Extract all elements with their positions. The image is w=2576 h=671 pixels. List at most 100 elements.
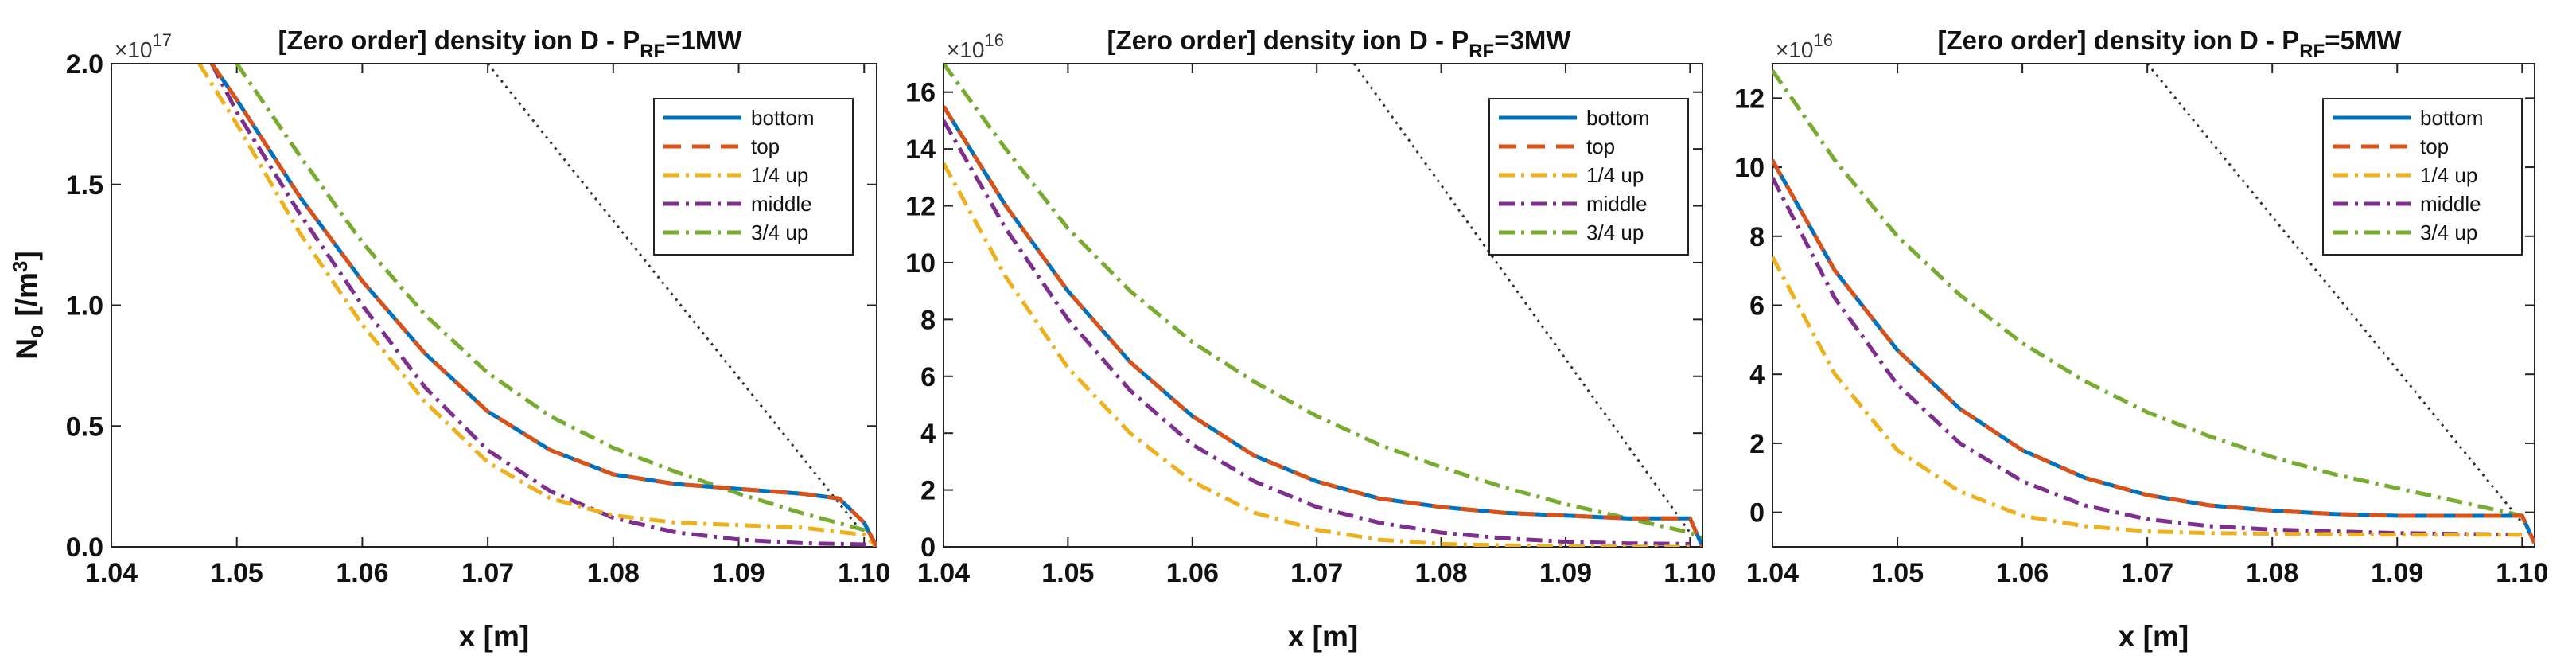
series-line-top xyxy=(944,105,1702,547)
x-tick-label: 1.10 xyxy=(2496,558,2548,588)
y-tick-label: 2 xyxy=(1749,429,1765,459)
legend: bottom top 1/4 up middle 3/4 up xyxy=(1488,98,1689,256)
y-tick-label: 0.0 xyxy=(66,533,103,563)
chart-panel-1: [Zero order] density ion D - PRF=1MW×101… xyxy=(8,25,890,653)
x-tick-label: 1.09 xyxy=(2371,558,2423,588)
y-label-close: ] xyxy=(10,251,43,260)
y-tick-label: 4 xyxy=(1749,360,1765,390)
x-tick-label: 1.04 xyxy=(85,558,138,588)
y-tick-label: 6 xyxy=(920,362,936,392)
y-tick-label: 10 xyxy=(905,248,936,279)
y-exponent-power: 16 xyxy=(1814,30,1833,50)
x-axis-label: x [m] xyxy=(2119,620,2189,653)
title-subscript: RF xyxy=(640,41,665,62)
y-tick-label: 8 xyxy=(1749,222,1765,252)
series-line-middle xyxy=(1772,176,2523,537)
y-axis-label: No [/m3] xyxy=(8,251,48,359)
title-suffix: =3MW xyxy=(1494,25,1571,55)
chart-panel-3: [Zero order] density ion D - PRF=5MW×101… xyxy=(1734,25,2548,653)
x-tick-label: 1.09 xyxy=(1539,558,1592,588)
x-tick-label: 1.08 xyxy=(587,558,640,588)
legend-label: top xyxy=(1586,135,1615,158)
title-prefix: [Zero order] density ion D - P xyxy=(1938,25,2300,55)
y-exponent-power: 17 xyxy=(153,30,172,50)
reference-line xyxy=(1352,64,1691,534)
y-tick-label: 14 xyxy=(905,135,936,165)
y-label-sub: o xyxy=(23,325,48,338)
title-suffix: =1MW xyxy=(665,25,742,55)
y-exponent: ×1016 xyxy=(1776,30,1833,62)
x-tick-label: 1.08 xyxy=(2246,558,2298,588)
legend-label: middle xyxy=(2420,192,2481,216)
legend-label: top xyxy=(751,135,780,158)
title-prefix: [Zero order] density ion D - P xyxy=(278,25,640,55)
y-exponent-base: ×10 xyxy=(1776,37,1814,62)
y-exponent: ×1016 xyxy=(947,30,1004,62)
series-line-3-4-up xyxy=(235,64,877,544)
y-tick-label: 6 xyxy=(1749,291,1765,322)
x-tick-label: 1.08 xyxy=(1414,558,1467,588)
chart-title: [Zero order] density ion D - PRF=1MW xyxy=(278,25,743,62)
x-tick-label: 1.10 xyxy=(1664,558,1716,588)
legend-label: bottom xyxy=(2420,106,2484,130)
x-tick-label: 1.06 xyxy=(1166,558,1219,588)
series-line-1-4-up xyxy=(1772,256,2523,537)
y-exponent-base: ×10 xyxy=(947,37,985,62)
legend-label: 1/4 up xyxy=(1586,163,1644,187)
plot-lines xyxy=(197,64,877,547)
y-tick-label: 0 xyxy=(1749,498,1765,529)
y-tick-label: 12 xyxy=(905,192,936,222)
title-prefix: [Zero order] density ion D - P xyxy=(1107,25,1469,55)
legend-label: top xyxy=(2420,135,2449,158)
chart-title: [Zero order] density ion D - PRF=3MW xyxy=(1107,25,1572,62)
legend-label: middle xyxy=(1586,192,1648,216)
y-exponent: ×1017 xyxy=(115,30,172,62)
y-tick-label: 1.5 xyxy=(66,170,103,201)
y-exponent-base: ×10 xyxy=(115,37,153,62)
x-axis-label: x [m] xyxy=(459,620,529,653)
x-tick-label: 1.05 xyxy=(1041,558,1094,588)
x-tick-label: 1.05 xyxy=(1871,558,1924,588)
y-tick-label: 16 xyxy=(905,78,936,108)
series-line-1-4-up xyxy=(197,64,877,547)
legend-label: middle xyxy=(751,192,812,216)
legend-label: bottom xyxy=(751,106,815,130)
x-tick-label: 1.05 xyxy=(211,558,263,588)
x-tick-label: 1.06 xyxy=(1996,558,2049,588)
title-suffix: =5MW xyxy=(2325,25,2402,55)
x-axis-label: x [m] xyxy=(1288,620,1358,653)
y-label-suffix: [/m xyxy=(10,272,43,325)
y-tick-label: 2.0 xyxy=(66,49,103,80)
series-line-top xyxy=(1772,159,2535,544)
legend-label: 3/4 up xyxy=(2420,220,2477,244)
y-tick-label: 2 xyxy=(920,476,936,506)
x-tick-label: 1.07 xyxy=(2121,558,2173,588)
y-label-sup: 3 xyxy=(8,261,32,272)
x-tick-label: 1.04 xyxy=(1746,558,1799,588)
title-subscript: RF xyxy=(2299,41,2325,62)
y-tick-label: 0.5 xyxy=(66,412,103,442)
series-line-1-4-up xyxy=(944,162,1691,547)
plot-lines xyxy=(944,64,1702,547)
legend-label: 1/4 up xyxy=(751,163,808,187)
y-tick-label: 0 xyxy=(920,533,936,563)
x-tick-label: 1.07 xyxy=(461,558,514,588)
legend-label: 3/4 up xyxy=(751,220,808,244)
series-line-middle xyxy=(209,64,877,547)
chart-panel-2: [Zero order] density ion D - PRF=3MW×101… xyxy=(905,25,1716,653)
x-tick-label: 1.10 xyxy=(838,558,890,588)
y-label-prefix: N xyxy=(10,338,43,360)
y-tick-label: 10 xyxy=(1734,153,1765,183)
y-tick-label: 1.0 xyxy=(66,291,103,322)
y-tick-label: 12 xyxy=(1734,84,1765,114)
legend: bottom top 1/4 up middle 3/4 up xyxy=(653,98,854,256)
reference-line xyxy=(486,64,866,536)
series-line-3-4-up xyxy=(1772,69,2523,518)
y-exponent-power: 16 xyxy=(985,30,1004,50)
legend-label: 3/4 up xyxy=(1586,220,1644,244)
legend-label: 1/4 up xyxy=(2420,163,2477,187)
chart-title: [Zero order] density ion D - PRF=5MW xyxy=(1938,25,2403,62)
series-line-top xyxy=(210,64,877,547)
